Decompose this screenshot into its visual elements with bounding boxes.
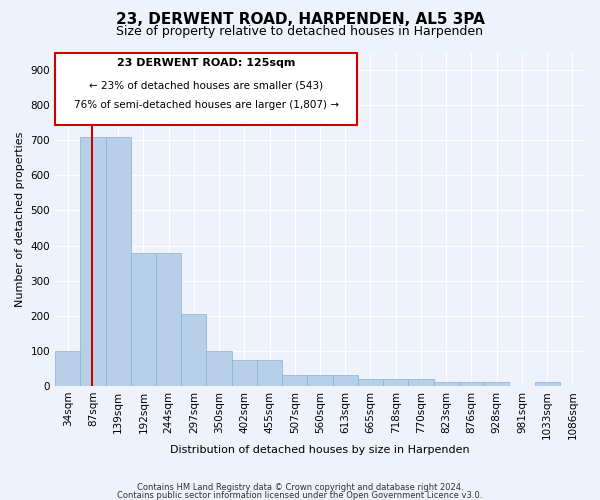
X-axis label: Distribution of detached houses by size in Harpenden: Distribution of detached houses by size …: [170, 445, 470, 455]
Bar: [156, 252, 181, 386]
Bar: [358, 379, 383, 386]
Bar: [257, 360, 282, 386]
Bar: [459, 382, 484, 386]
Bar: [181, 314, 206, 386]
Bar: [106, 136, 131, 386]
Text: 23, DERWENT ROAD, HARPENDEN, AL5 3PA: 23, DERWENT ROAD, HARPENDEN, AL5 3PA: [116, 12, 484, 28]
Bar: [434, 382, 459, 386]
Bar: [535, 382, 560, 386]
Text: Size of property relative to detached houses in Harpenden: Size of property relative to detached ho…: [116, 25, 484, 38]
Bar: [232, 360, 257, 386]
Text: ← 23% of detached houses are smaller (543): ← 23% of detached houses are smaller (54…: [89, 80, 323, 90]
Bar: [484, 382, 509, 386]
Bar: [332, 376, 358, 386]
Text: Contains public sector information licensed under the Open Government Licence v3: Contains public sector information licen…: [118, 491, 482, 500]
Bar: [55, 351, 80, 386]
Bar: [282, 376, 307, 386]
Bar: [206, 351, 232, 386]
Text: 23 DERWENT ROAD: 125sqm: 23 DERWENT ROAD: 125sqm: [117, 58, 295, 68]
Text: Contains HM Land Registry data © Crown copyright and database right 2024.: Contains HM Land Registry data © Crown c…: [137, 484, 463, 492]
Text: 76% of semi-detached houses are larger (1,807) →: 76% of semi-detached houses are larger (…: [74, 100, 338, 110]
Bar: [383, 379, 409, 386]
Bar: [80, 136, 106, 386]
Bar: [307, 376, 332, 386]
Y-axis label: Number of detached properties: Number of detached properties: [15, 132, 25, 307]
Bar: [409, 379, 434, 386]
Bar: [131, 252, 156, 386]
